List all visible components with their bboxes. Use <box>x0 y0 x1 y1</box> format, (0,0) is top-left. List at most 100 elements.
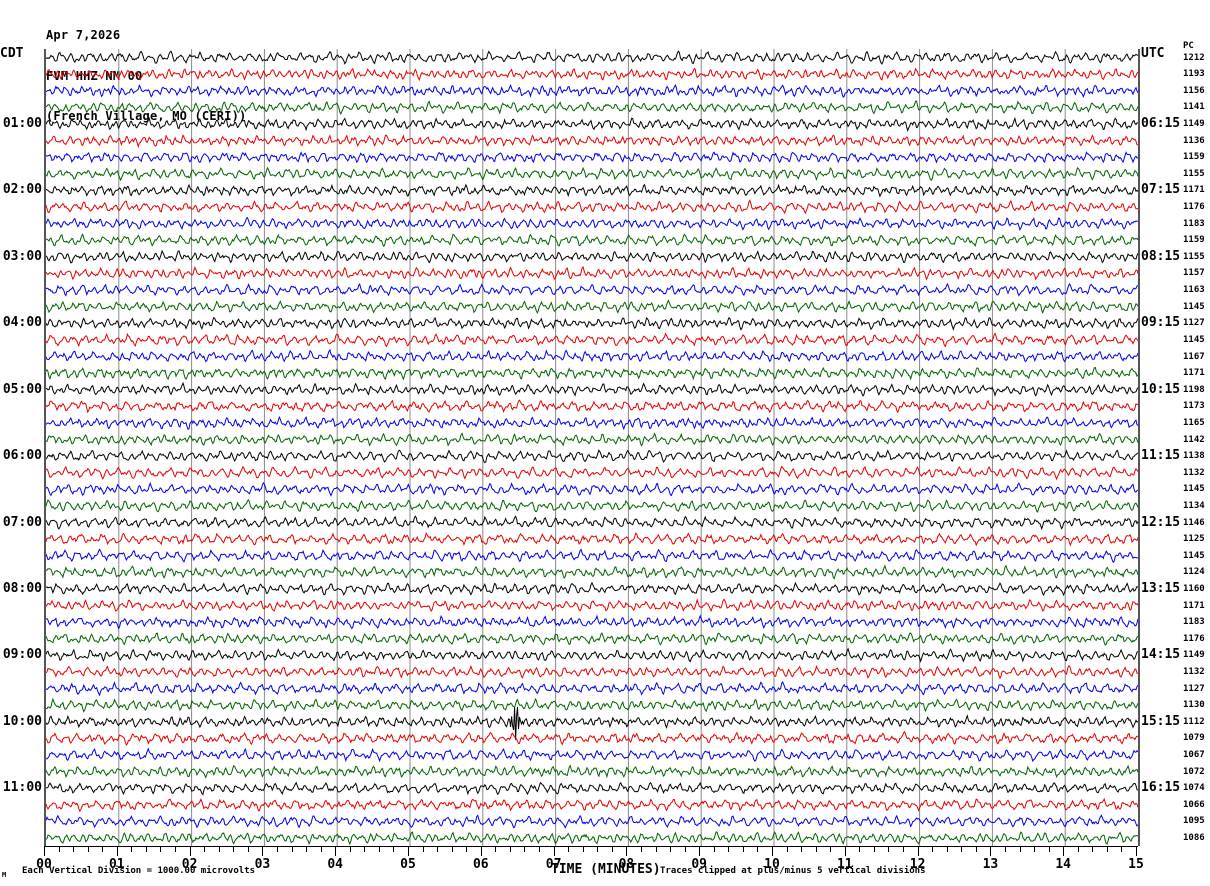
x-axis-minor-tick <box>145 846 147 852</box>
x-axis-minor-tick <box>946 846 948 852</box>
x-axis-minor-tick <box>611 846 613 852</box>
x-axis-minor-tick <box>640 846 642 852</box>
seismogram-trace <box>46 664 1138 680</box>
pc-value: 1171 <box>1183 185 1205 196</box>
x-axis-minor-tick <box>903 846 905 852</box>
pc-value: 1145 <box>1183 550 1205 561</box>
pc-value: 1124 <box>1183 567 1205 578</box>
x-axis-major-tick <box>262 846 264 856</box>
footer-scale-note: Each Vertical Division = 1000.00 microvo… <box>22 866 255 876</box>
seismogram-trace <box>46 399 1138 414</box>
pc-value: 1171 <box>1183 600 1205 611</box>
x-axis-tick-label: 15 <box>1128 857 1144 872</box>
seismogram-trace <box>46 166 1138 182</box>
pc-value: 1212 <box>1183 52 1205 63</box>
seismogram-trace <box>46 764 1138 779</box>
x-axis-tick-label: 14 <box>1055 857 1072 872</box>
x-axis-major-tick <box>44 846 45 856</box>
x-axis-major-tick <box>553 846 555 856</box>
x-axis-major-tick <box>408 846 409 856</box>
x-axis-tick-label: 12 <box>909 857 926 872</box>
seismogram-trace <box>46 730 1138 746</box>
pc-value: 1198 <box>1183 384 1205 395</box>
left-time-label: 11:00 <box>2 780 42 796</box>
pc-value: 1159 <box>1183 152 1205 163</box>
seismogram-trace <box>46 316 1138 331</box>
pc-value: 1159 <box>1183 235 1205 246</box>
left-time-label: 05:00 <box>2 381 42 397</box>
seismogram-trace <box>46 116 1138 132</box>
x-axis-minor-tick <box>349 846 351 852</box>
left-time-label: 10:00 <box>2 713 42 729</box>
seismogram-plot[interactable] <box>44 49 1140 846</box>
x-axis-minor-tick <box>509 846 511 852</box>
x-axis-minor-tick <box>524 846 526 852</box>
right-time-label: 16:15 <box>1141 780 1181 796</box>
pc-value: 1072 <box>1183 766 1205 777</box>
x-axis-tick-label: 11 <box>836 857 853 872</box>
pc-value: 1176 <box>1183 202 1205 213</box>
x-axis-tick-label: 10 <box>764 857 780 872</box>
x-axis-minor-tick <box>247 846 249 852</box>
pc-value: 1173 <box>1183 401 1205 412</box>
pc-value: 1156 <box>1183 85 1205 96</box>
right-time-label: 09:15 <box>1141 315 1181 331</box>
seismogram-trace <box>46 814 1138 829</box>
pc-value: 1132 <box>1183 666 1205 677</box>
x-axis-minor-tick <box>1019 846 1021 852</box>
x-axis-tick-label: 13 <box>982 857 999 872</box>
pc-value: 1125 <box>1183 534 1205 545</box>
seismogram-trace <box>46 348 1138 363</box>
x-axis-minor-tick <box>888 846 890 852</box>
pc-value: 1146 <box>1183 517 1205 528</box>
seismogram-trace <box>46 598 1138 613</box>
x-axis-major-tick <box>699 846 701 856</box>
x-axis-minor-tick <box>276 846 278 852</box>
seismogram-trace <box>46 647 1138 663</box>
left-time-label: 02:00 <box>2 182 42 198</box>
x-axis-minor-tick <box>422 846 424 852</box>
seismogram-trace <box>46 680 1138 697</box>
x-axis-tick-label: 04 <box>327 857 344 872</box>
x-axis-major-tick <box>1136 846 1137 856</box>
x-axis-minor-tick <box>175 846 177 852</box>
seismogram-trace <box>46 133 1138 149</box>
pc-value: 1165 <box>1183 417 1205 428</box>
seismogram-trace <box>46 581 1138 597</box>
left-time-label: 04:00 <box>2 315 42 331</box>
x-axis-minor-tick <box>757 846 759 852</box>
x-axis-minor-tick <box>393 846 395 852</box>
right-time-label: 07:15 <box>1141 182 1181 198</box>
seismogram-trace <box>46 249 1138 264</box>
pc-value: 1141 <box>1183 102 1205 113</box>
pc-value: 1171 <box>1183 368 1205 379</box>
x-axis-major-tick <box>844 846 846 856</box>
x-axis-major-tick <box>772 846 773 856</box>
x-axis-minor-tick <box>975 846 977 852</box>
x-axis-minor-tick <box>1106 846 1108 852</box>
seismogram-trace <box>46 697 1138 713</box>
left-time-label: 03:00 <box>2 248 42 264</box>
x-axis-major-tick <box>116 846 118 856</box>
right-time-label: 08:15 <box>1141 248 1181 264</box>
seismogram-trace <box>46 415 1138 431</box>
right-time-label: 11:15 <box>1141 448 1181 464</box>
right-time-label: 12:15 <box>1141 514 1181 530</box>
pc-value: 1066 <box>1183 799 1205 810</box>
x-axis-minor-tick <box>73 846 75 852</box>
seismogram-trace <box>46 366 1138 381</box>
x-axis-minor-tick <box>539 846 541 852</box>
right-time-label: 14:15 <box>1141 647 1181 663</box>
pc-value: 1160 <box>1183 583 1205 594</box>
pc-value: 1127 <box>1183 318 1205 329</box>
seismogram-trace <box>46 432 1138 447</box>
pc-value: 1134 <box>1183 500 1205 511</box>
x-axis-minor-tick <box>801 846 803 852</box>
x-axis-minor-tick <box>713 846 715 852</box>
pc-value: 1130 <box>1183 700 1205 711</box>
seismogram-trace <box>46 233 1138 248</box>
axis-label-cdt: CDT <box>0 46 24 61</box>
x-axis-minor-tick <box>684 846 686 852</box>
pc-value: 1145 <box>1183 334 1205 345</box>
seismogram-trace <box>46 217 1138 231</box>
